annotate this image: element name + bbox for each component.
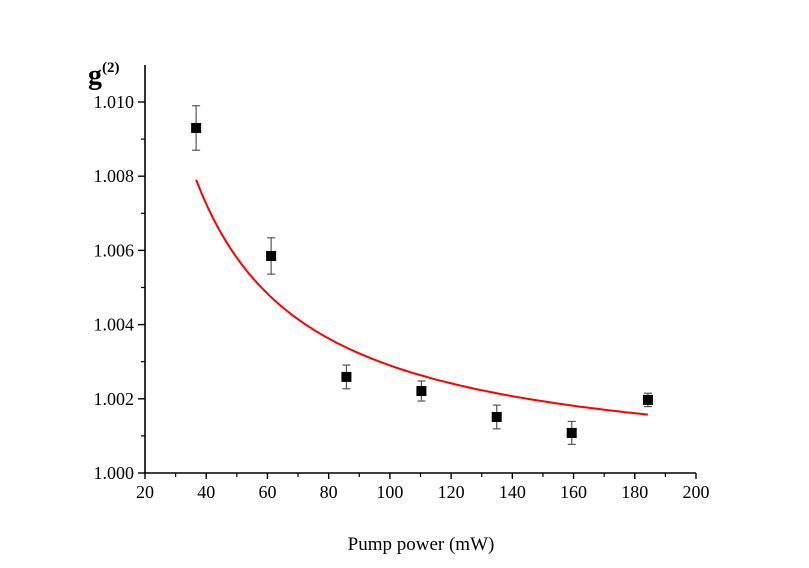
y-tick-label: 1.010 [94, 92, 135, 112]
y-axis-title-base: g [88, 60, 102, 91]
x-tick-label: 180 [621, 482, 648, 502]
y-axis-title: g(2) [88, 60, 120, 91]
data-marker [566, 427, 577, 438]
data-marker [642, 394, 653, 405]
data-points-group [191, 105, 653, 446]
x-tick-label: 140 [499, 482, 526, 502]
y-axis-title-superscript: (2) [102, 60, 120, 76]
data-marker [491, 411, 502, 422]
x-tick-label: 120 [438, 482, 465, 502]
y-tick-label: 1.000 [94, 463, 135, 483]
x-tick-label: 200 [683, 482, 710, 502]
data-point [491, 404, 502, 430]
data-marker [191, 122, 202, 133]
x-tick-label: 160 [560, 482, 587, 502]
data-point [266, 237, 277, 275]
data-point [341, 364, 352, 390]
data-point [191, 105, 202, 151]
x-tick-label: 20 [136, 482, 154, 502]
data-marker [266, 250, 277, 261]
data-point [566, 420, 577, 446]
ticks: 20 40 60 80 100 120 140 160 180 200 1.000 1.002 1.00… [94, 92, 710, 502]
fit-curve [195, 179, 649, 416]
x-tick-label: 100 [376, 482, 403, 502]
y-tick-label: 1.006 [94, 240, 135, 260]
fit-curve-group [195, 179, 649, 416]
x-tick-label: 40 [197, 482, 215, 502]
x-tick-label: 80 [320, 482, 338, 502]
y-tick-label: 1.008 [94, 166, 135, 186]
y-tick-label: 1.002 [94, 389, 135, 409]
data-marker [341, 371, 352, 382]
x-axis-title: Pump power (mW) [348, 534, 495, 555]
data-marker [416, 386, 427, 397]
data-point [416, 380, 427, 402]
x-tick-label: 60 [258, 482, 276, 502]
y-tick-label: 1.004 [94, 315, 135, 335]
data-point [642, 392, 653, 408]
